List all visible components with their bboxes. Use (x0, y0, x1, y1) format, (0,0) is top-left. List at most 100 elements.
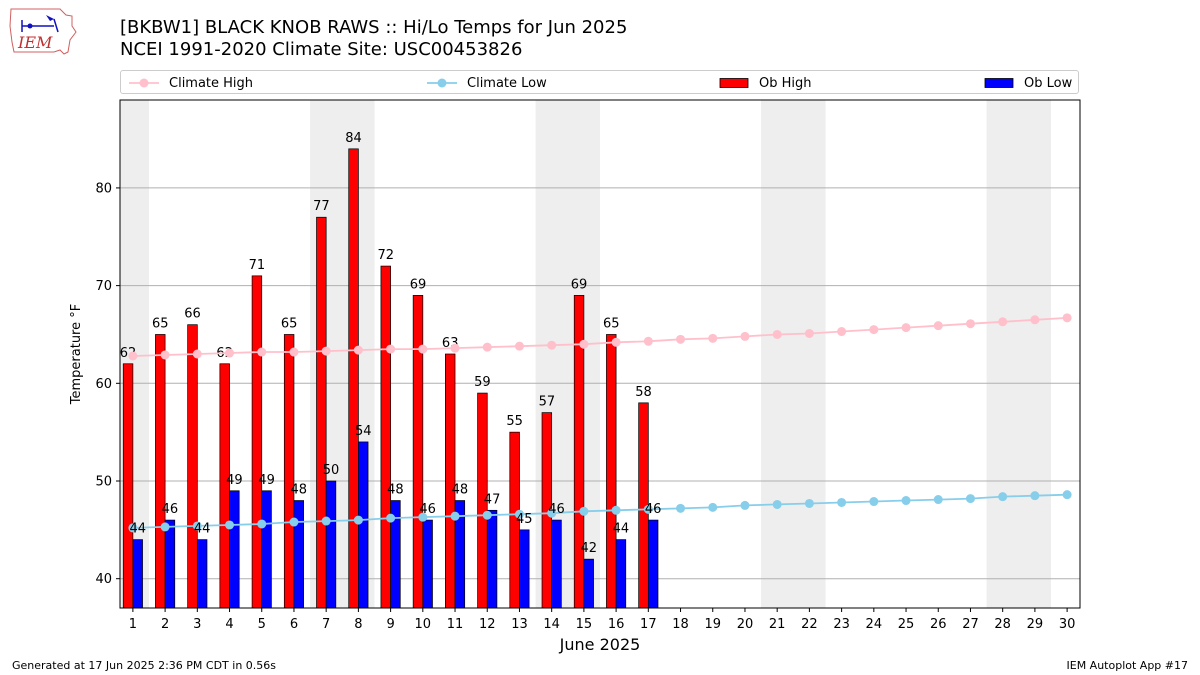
ob-low-bar (325, 480, 337, 609)
ob-high-value-label: 69 (571, 277, 588, 292)
legend-label-climate-high: Climate High (169, 75, 254, 91)
ob-high-bar (187, 324, 198, 609)
legend-label-climate-low: Climate Low (467, 75, 547, 91)
ob-low-value-label: 44 (194, 522, 211, 537)
legend-item-ob-high: Ob High (719, 71, 812, 95)
ob-low-bar (358, 441, 369, 609)
chart-title-line2: NCEI 1991-2020 Climate Site: USC00453826 (120, 39, 523, 60)
climate-high-point (998, 317, 1008, 327)
ob-low-bar (647, 519, 659, 609)
climate-high-point (192, 349, 202, 359)
climate-high-line (132, 317, 1068, 357)
x-tick-label: 5 (258, 617, 266, 632)
plot-frame (119, 99, 1081, 609)
climate-low-line (132, 493, 1068, 529)
ob-high-bar (122, 363, 134, 609)
x-tick-label: 19 (704, 617, 721, 632)
climate-low-point (225, 520, 235, 530)
climate-high-point (1062, 313, 1072, 323)
climate-high-point (450, 343, 460, 353)
climate-low-point (353, 515, 363, 525)
x-axis-label: June 2025 (559, 635, 641, 654)
climate-low-point (128, 523, 138, 533)
climate-high-line-icon (129, 78, 159, 88)
ob-low-bar (615, 539, 627, 609)
climate-low-point (933, 495, 943, 505)
chart-legend: Climate High Climate Low Ob High Ob Low (120, 70, 1079, 94)
legend-label-ob-low: Ob Low (1024, 75, 1073, 91)
ob-high-value-label: 55 (506, 414, 523, 429)
x-tick-label: 22 (801, 617, 818, 632)
climate-high-point (225, 348, 235, 358)
ob-high-value-label: 65 (281, 316, 298, 331)
climate-low-point (257, 519, 267, 529)
y-tick-label: 40 (95, 572, 112, 587)
x-tick-label: 10 (415, 617, 432, 632)
ob-low-bar (164, 519, 176, 609)
ob-high-value-label: 66 (184, 307, 201, 322)
climate-low-point (192, 521, 202, 531)
ob-high-bar (541, 412, 553, 609)
climate-high-point (160, 350, 170, 360)
ob-low-value-label: 46 (548, 502, 565, 517)
x-tick-label: 13 (511, 617, 528, 632)
climate-high-point (965, 319, 975, 329)
climate-high-point (514, 341, 524, 351)
app-note: IEM Autoplot App #17 (1066, 659, 1189, 672)
chart-title-line1: [BKBW1] BLACK KNOB RAWS :: Hi/Lo Temps f… (120, 17, 628, 38)
x-tick-label: 20 (737, 617, 754, 632)
ob-high-bar (445, 353, 456, 609)
x-tick-label: 14 (543, 617, 560, 632)
weekend-band (986, 100, 1052, 608)
climate-low-point (547, 508, 557, 518)
x-tick-label: 29 (1027, 617, 1044, 632)
ob-high-value-label: 69 (410, 277, 427, 292)
ob-low-value-label: 47 (484, 492, 501, 507)
climate-high-point (611, 337, 621, 347)
climate-high-point (579, 339, 589, 349)
climate-high-point (708, 333, 718, 343)
x-tick-label: 4 (225, 617, 233, 632)
climate-low-point (514, 509, 524, 519)
ob-low-bar (196, 539, 208, 609)
iem-logo: IEM (9, 8, 77, 55)
x-tick-label: 7 (322, 617, 330, 632)
x-tick-label: 12 (479, 617, 496, 632)
ob-low-value-label: 46 (162, 502, 179, 517)
ob-low-value-label: 49 (226, 473, 243, 488)
ob-high-bar (251, 275, 263, 609)
legend-item-ob-low: Ob Low (984, 71, 1072, 95)
ob-high-value-label: 63 (442, 336, 459, 351)
climate-high-point (128, 351, 138, 361)
x-tick-label: 28 (994, 617, 1011, 632)
ob-high-bar (348, 148, 359, 609)
ob-low-value-label: 49 (258, 473, 275, 488)
chart-title: [BKBW1] BLACK KNOB RAWS :: Hi/Lo Temps f… (120, 17, 627, 61)
x-tick-label: 6 (290, 617, 298, 632)
ob-high-bar (155, 334, 166, 609)
x-tick-label: 15 (576, 617, 593, 632)
climate-high-point (353, 345, 363, 355)
ob-high-bar (283, 334, 295, 609)
ob-low-value-label: 48 (452, 483, 469, 498)
x-tick-label: 1 (129, 617, 137, 632)
ob-high-bar (477, 392, 488, 609)
ob-low-bar (229, 490, 240, 609)
climate-high-point (418, 344, 428, 354)
x-tick-label: 17 (640, 617, 657, 632)
ob-high-value-label: 62 (120, 346, 137, 361)
ob-high-value-label: 77 (313, 199, 330, 214)
ob-low-swatch-icon (984, 78, 1014, 88)
climate-low-point (965, 494, 975, 504)
y-tick-label: 60 (95, 377, 112, 392)
weekend-band (120, 100, 149, 608)
climate-high-point (547, 340, 557, 350)
ob-low-value-label: 45 (516, 512, 533, 527)
climate-low-point (772, 499, 782, 509)
ob-low-bar (390, 500, 401, 609)
weekend-band (761, 100, 826, 608)
ob-low-value-label: 44 (613, 522, 630, 537)
climate-high-point (482, 342, 492, 352)
ob-low-bar (486, 509, 498, 609)
